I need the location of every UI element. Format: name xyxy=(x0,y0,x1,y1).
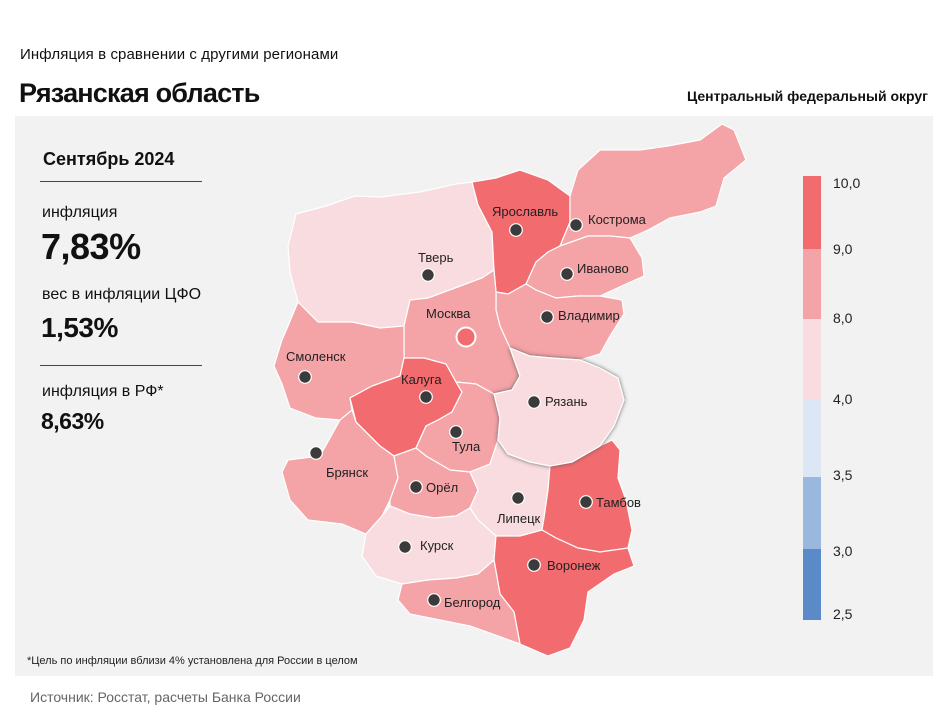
weight-label: вес в инфляции ЦФО xyxy=(42,286,202,303)
city-label-vladimir: Владимир xyxy=(558,308,620,323)
city-labels: Ярославль Кострома Тверь Иваново Москва … xyxy=(286,204,647,610)
city-label-yaroslavl: Ярославль xyxy=(492,204,558,219)
legend-label-9: 9,0 xyxy=(833,241,853,257)
city-dot-moscow xyxy=(455,326,477,348)
city-dot-bryansk xyxy=(309,446,323,460)
city-label-lipetsk: Липецк xyxy=(497,511,541,526)
region-bryansk[interactable] xyxy=(281,408,399,535)
city-dot-ivanovo xyxy=(560,267,574,281)
rf-inflation-label: инфляция в РФ* xyxy=(42,383,164,400)
legend-bin-35-4 xyxy=(803,399,821,477)
city-label-orel: Орёл xyxy=(426,480,458,495)
city-dot-kaluga xyxy=(419,390,433,404)
city-label-tambov: Тамбов xyxy=(596,495,641,510)
city-dot-ryazan xyxy=(527,395,541,409)
city-label-kaluga: Калуга xyxy=(401,372,442,387)
city-dot-tver xyxy=(421,268,435,282)
city-dot-kursk xyxy=(398,540,412,554)
weight-value: 1,53% xyxy=(41,312,118,343)
legend-label-35: 3,5 xyxy=(833,467,853,483)
city-label-ivanovo: Иваново xyxy=(577,261,629,276)
divider-top xyxy=(40,181,202,182)
inflation-value: 7,83% xyxy=(41,226,141,267)
city-markers xyxy=(298,218,593,607)
divider-bottom xyxy=(40,365,202,366)
city-label-bryansk: Брянск xyxy=(326,465,368,480)
city-dot-yaroslavl xyxy=(509,223,523,237)
legend-label-10: 10,0 xyxy=(833,175,860,191)
legend-label-8: 8,0 xyxy=(833,310,853,326)
city-label-moscow: Москва xyxy=(426,306,471,321)
legend-bin-4-8 xyxy=(803,319,821,399)
city-dot-tambov xyxy=(579,495,593,509)
city-label-tver: Тверь xyxy=(418,250,454,265)
city-label-ryazan: Рязань xyxy=(545,394,588,409)
region-ryazan-highlighted[interactable] xyxy=(493,346,625,467)
rf-inflation-value: 8,63% xyxy=(41,408,104,434)
city-label-belgorod: Белгород xyxy=(444,595,501,610)
chart-subtitle: Инфляция в сравнении с другими регионами xyxy=(20,46,339,63)
legend-bin-9-10 xyxy=(803,176,821,249)
city-dot-kostroma xyxy=(569,218,583,232)
region-kostroma[interactable] xyxy=(558,123,747,248)
city-label-kostroma: Кострома xyxy=(588,212,647,227)
source-note: Источник: Росстат, расчеты Банка России xyxy=(30,689,301,705)
city-dot-smolensk xyxy=(298,370,312,384)
city-dot-tula xyxy=(449,425,463,439)
city-dot-lipetsk xyxy=(511,491,525,505)
city-dot-voronezh xyxy=(527,558,541,572)
city-label-kursk: Курск xyxy=(420,538,454,553)
page-title: Рязанская область xyxy=(19,78,260,108)
legend-bin-8-9 xyxy=(803,249,821,319)
legend: 10,0 9,0 8,0 4,0 3,5 3,0 2,5 xyxy=(803,175,860,622)
city-dot-vladimir xyxy=(540,310,554,324)
footnote: *Цель по инфляции вблизи 4% установлена … xyxy=(27,655,358,667)
legend-bin-3-35 xyxy=(803,477,821,549)
inflation-label: инфляция xyxy=(42,204,118,221)
district-label: Центральный федеральный округ xyxy=(686,88,928,104)
city-label-tula: Тула xyxy=(452,439,481,454)
city-dot-orel xyxy=(409,480,423,494)
city-label-smolensk: Смоленск xyxy=(286,349,346,364)
city-dot-belgorod xyxy=(427,593,441,607)
city-label-voronezh: Воронеж xyxy=(547,558,601,573)
period-label: Сентябрь 2024 xyxy=(43,149,175,169)
legend-label-4: 4,0 xyxy=(833,391,853,407)
legend-label-25: 2,5 xyxy=(833,606,853,622)
legend-label-3: 3,0 xyxy=(833,543,853,559)
region-belgorod[interactable] xyxy=(397,558,521,645)
legend-bin-25-3 xyxy=(803,549,821,620)
